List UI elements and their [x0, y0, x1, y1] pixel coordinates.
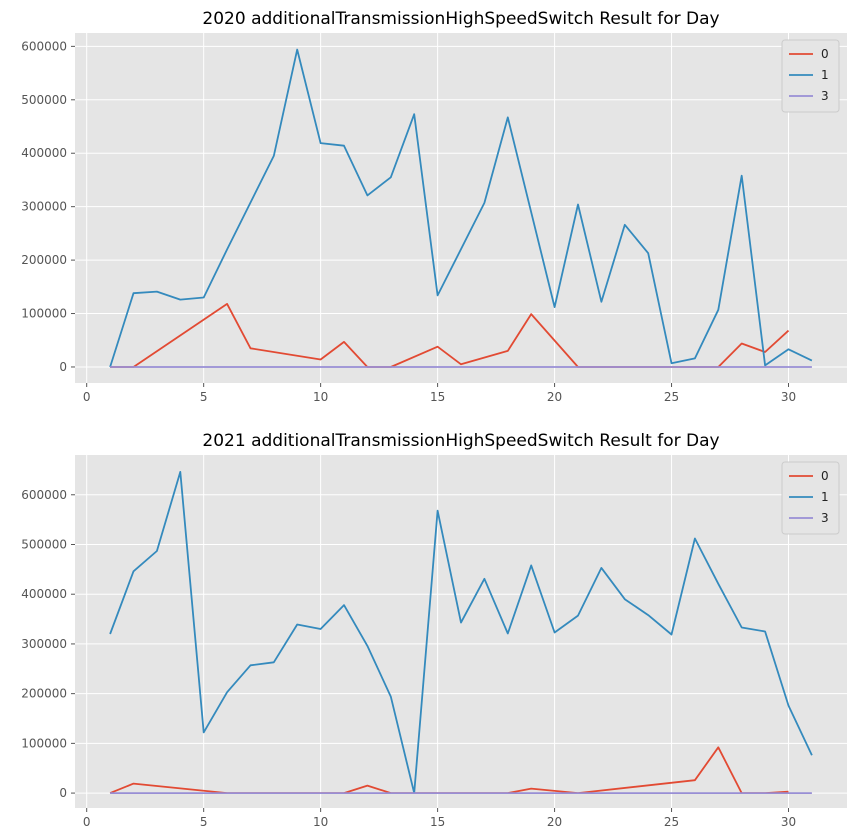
x-tick-label: 30: [781, 390, 796, 404]
series-line-1: [109, 470, 813, 794]
x-tick-label: 10: [313, 815, 328, 829]
series-line-1: [109, 48, 813, 368]
y-tick-label: 300000: [21, 637, 67, 651]
x-tick-label: 0: [83, 390, 91, 404]
plot-area: [75, 455, 847, 808]
x-tick-label: 25: [664, 815, 679, 829]
legend-label: 1: [821, 490, 829, 504]
x-tick-label: 20: [547, 390, 562, 404]
x-tick-label: 25: [664, 390, 679, 404]
legend-label: 3: [821, 89, 829, 103]
x-tick-label: 15: [430, 815, 445, 829]
legend: [781, 461, 840, 535]
x-tick-label: 10: [313, 390, 328, 404]
y-tick-label: 200000: [21, 687, 67, 701]
y-tick-label: 0: [59, 360, 67, 374]
x-tick-label: 30: [781, 815, 796, 829]
y-tick-label: 500000: [21, 537, 67, 551]
x-tick-label: 20: [547, 815, 562, 829]
legend-label: 1: [821, 68, 829, 82]
x-tick-label: 15: [430, 390, 445, 404]
legend: [781, 39, 840, 113]
x-tick-label: 5: [200, 390, 208, 404]
y-tick-label: 400000: [21, 587, 67, 601]
legend-label: 0: [821, 47, 829, 61]
y-tick-label: 0: [59, 786, 67, 800]
y-tick-label: 100000: [21, 736, 67, 750]
y-tick-label: 600000: [21, 488, 67, 502]
y-tick-label: 500000: [21, 93, 67, 107]
chart-2021: 0 5 10 15 20 25 300100000200000300000400000500…: [21, 431, 847, 829]
y-tick-label: 400000: [21, 146, 67, 160]
y-tick-label: 300000: [21, 200, 67, 214]
y-tick-label: 200000: [21, 253, 67, 267]
chart-2020: 0 5 10 15 20 25 300100000200000300000400000500…: [21, 9, 847, 404]
x-tick-label: 0: [83, 815, 91, 829]
x-tick-label: 5: [200, 815, 208, 829]
plot-area: [75, 33, 847, 383]
chart-title: 2020 additionalTransmissionHighSpeedSwit…: [202, 9, 719, 29]
legend-label: 0: [821, 469, 829, 483]
y-tick-label: 100000: [21, 307, 67, 321]
y-tick-label: 600000: [21, 39, 67, 53]
chart-title: 2021 additionalTransmissionHighSpeedSwit…: [202, 431, 719, 451]
legend-label: 3: [821, 511, 829, 525]
